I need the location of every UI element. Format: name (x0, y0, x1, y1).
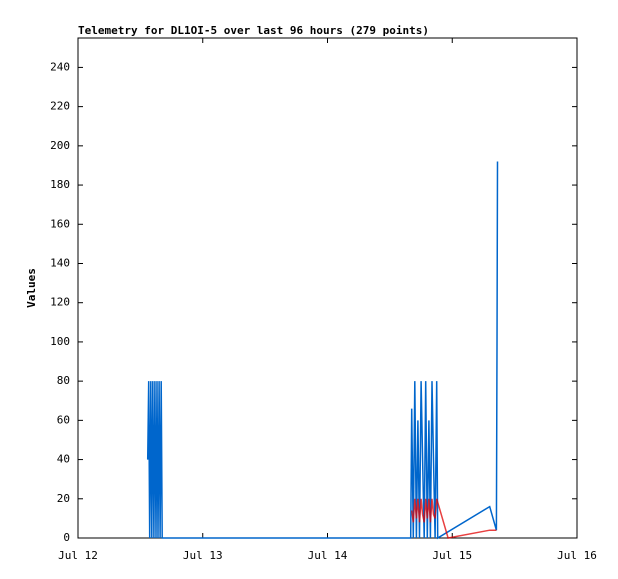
y-tick-label: 100 (50, 335, 70, 348)
x-tick-label: Jul 13 (183, 549, 223, 562)
y-tick-label: 20 (57, 492, 70, 505)
series-line (146, 161, 499, 540)
y-tick-label: 200 (50, 139, 70, 152)
y-tick-label: 220 (50, 100, 70, 113)
y-tick-label: 240 (50, 60, 70, 73)
x-tick-label: Jul 15 (432, 549, 472, 562)
y-tick-label: 140 (50, 256, 70, 269)
x-tick-label: Jul 14 (308, 549, 348, 562)
y-tick-label: 0 (63, 531, 70, 544)
y-tick-label: 60 (57, 413, 70, 426)
x-tick-label: Jul 12 (58, 549, 98, 562)
x-tick-label: Jul 16 (557, 549, 597, 562)
y-tick-label: 40 (57, 453, 70, 466)
y-tick-label: 160 (50, 217, 70, 230)
y-tick-label: 180 (50, 178, 70, 191)
y-tick-label: 120 (50, 296, 70, 309)
y-tick-label: 80 (57, 374, 70, 387)
chart-title: Telemetry for DL1OI-5 over last 96 hours… (78, 24, 429, 37)
series-line (410, 498, 497, 539)
y-axis-label: Values (25, 268, 38, 308)
